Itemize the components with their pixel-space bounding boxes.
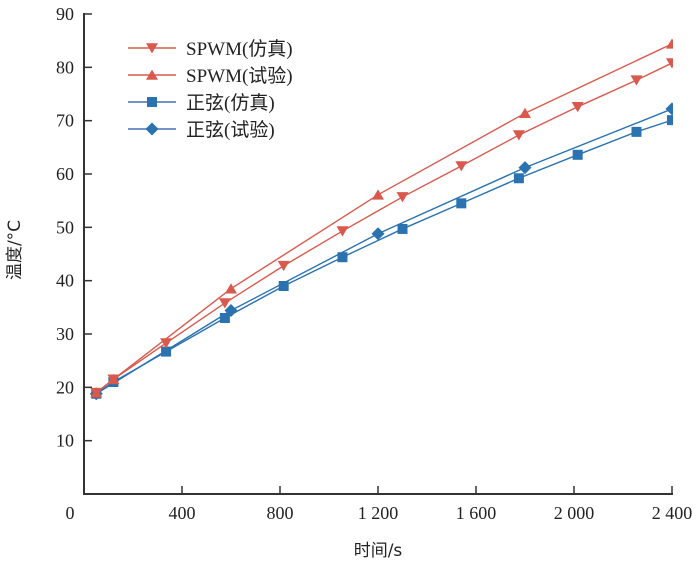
y-tick-label: 90	[56, 4, 74, 24]
data-point-square	[337, 252, 348, 263]
data-point-square	[667, 115, 673, 126]
legend-label: SPWM(仿真)	[186, 38, 293, 60]
data-point-diamond	[224, 304, 238, 318]
data-point-square	[161, 346, 172, 357]
y-axis-title: 温度/°C	[5, 220, 25, 280]
data-point-triangle-up	[225, 283, 237, 294]
legend-label: 正弦(试验)	[186, 119, 275, 141]
x-tick-label: 2 400	[652, 503, 693, 523]
data-point-triangle-up	[372, 189, 384, 200]
y-tick-label: 70	[56, 111, 74, 131]
y-tick-label: 40	[56, 271, 74, 291]
data-point-triangle-up	[90, 387, 103, 398]
data-point-triangle-down	[512, 130, 525, 141]
series-layer	[89, 38, 673, 401]
series-3	[89, 102, 673, 401]
y-tick-label: 80	[56, 57, 74, 77]
legend-item: 正弦(仿真)	[128, 92, 275, 114]
legend-label: 正弦(仿真)	[186, 92, 275, 114]
legend: SPWM(仿真) SPWM(试验) 正弦(仿真) 正弦(试验)	[128, 38, 293, 141]
legend-label: SPWM(试验)	[186, 65, 293, 87]
x-tick-label: 2 000	[554, 503, 595, 523]
data-point-triangle-down	[630, 75, 643, 86]
data-point-square	[278, 281, 289, 291]
y-axis-ticks: 10 20 30 40 50 60 70 80 90	[56, 4, 92, 451]
series-1	[90, 38, 673, 398]
x-axis-ticks: 0 400 800 1 200 1 600 2 000 2 400	[66, 486, 693, 523]
series-0	[90, 58, 673, 399]
x-tick-label: 1 200	[358, 503, 399, 523]
x-axis-title: 时间/s	[354, 541, 403, 561]
y-tick-label: 50	[56, 217, 74, 237]
legend-item: SPWM(仿真)	[128, 38, 293, 60]
x-tick-label: 800	[267, 503, 294, 523]
data-point-square	[397, 223, 408, 234]
y-tick-label: 30	[56, 324, 74, 344]
y-tick-label: 10	[56, 431, 74, 451]
data-point-square	[456, 198, 467, 209]
x-tick-label: 400	[169, 503, 196, 523]
data-point-triangle-up	[107, 373, 120, 385]
data-point-triangle-down	[336, 226, 349, 237]
y-tick-label: 60	[56, 164, 74, 184]
legend-item: 正弦(试验)	[128, 119, 275, 141]
data-point-triangle-down	[277, 260, 290, 272]
legend-marker-square	[147, 97, 157, 107]
legend-item: SPWM(试验)	[128, 65, 293, 87]
data-point-triangle-up	[519, 107, 531, 118]
data-point-square	[572, 149, 583, 160]
data-point-triangle-up	[666, 38, 673, 49]
data-point-triangle-down	[396, 192, 409, 203]
data-point-triangle-down	[571, 102, 584, 113]
data-point-square	[219, 313, 230, 323]
data-point-square	[631, 126, 642, 137]
series-line	[95, 119, 673, 395]
legend-marker-triangle-down	[146, 43, 158, 54]
data-point-diamond	[371, 227, 385, 241]
data-point-triangle-down	[666, 58, 673, 69]
data-point-triangle-down	[218, 298, 231, 309]
series-2	[91, 115, 673, 399]
legend-marker-triangle-up	[146, 69, 158, 80]
series-line	[95, 62, 673, 394]
data-point-triangle-down	[455, 161, 468, 172]
data-point-square	[513, 173, 524, 184]
y-tick-label: 20	[56, 377, 74, 397]
data-point-diamond	[665, 102, 673, 116]
x-tick-label: 0	[66, 503, 75, 523]
legend-marker-diamond	[145, 122, 159, 136]
x-tick-label: 1 600	[456, 503, 497, 523]
data-point-diamond	[518, 161, 532, 175]
